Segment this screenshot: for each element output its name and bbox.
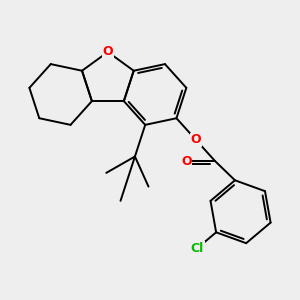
Text: Cl: Cl [191, 242, 204, 254]
Text: O: O [181, 154, 191, 168]
Text: O: O [103, 46, 113, 59]
Text: O: O [190, 133, 201, 146]
